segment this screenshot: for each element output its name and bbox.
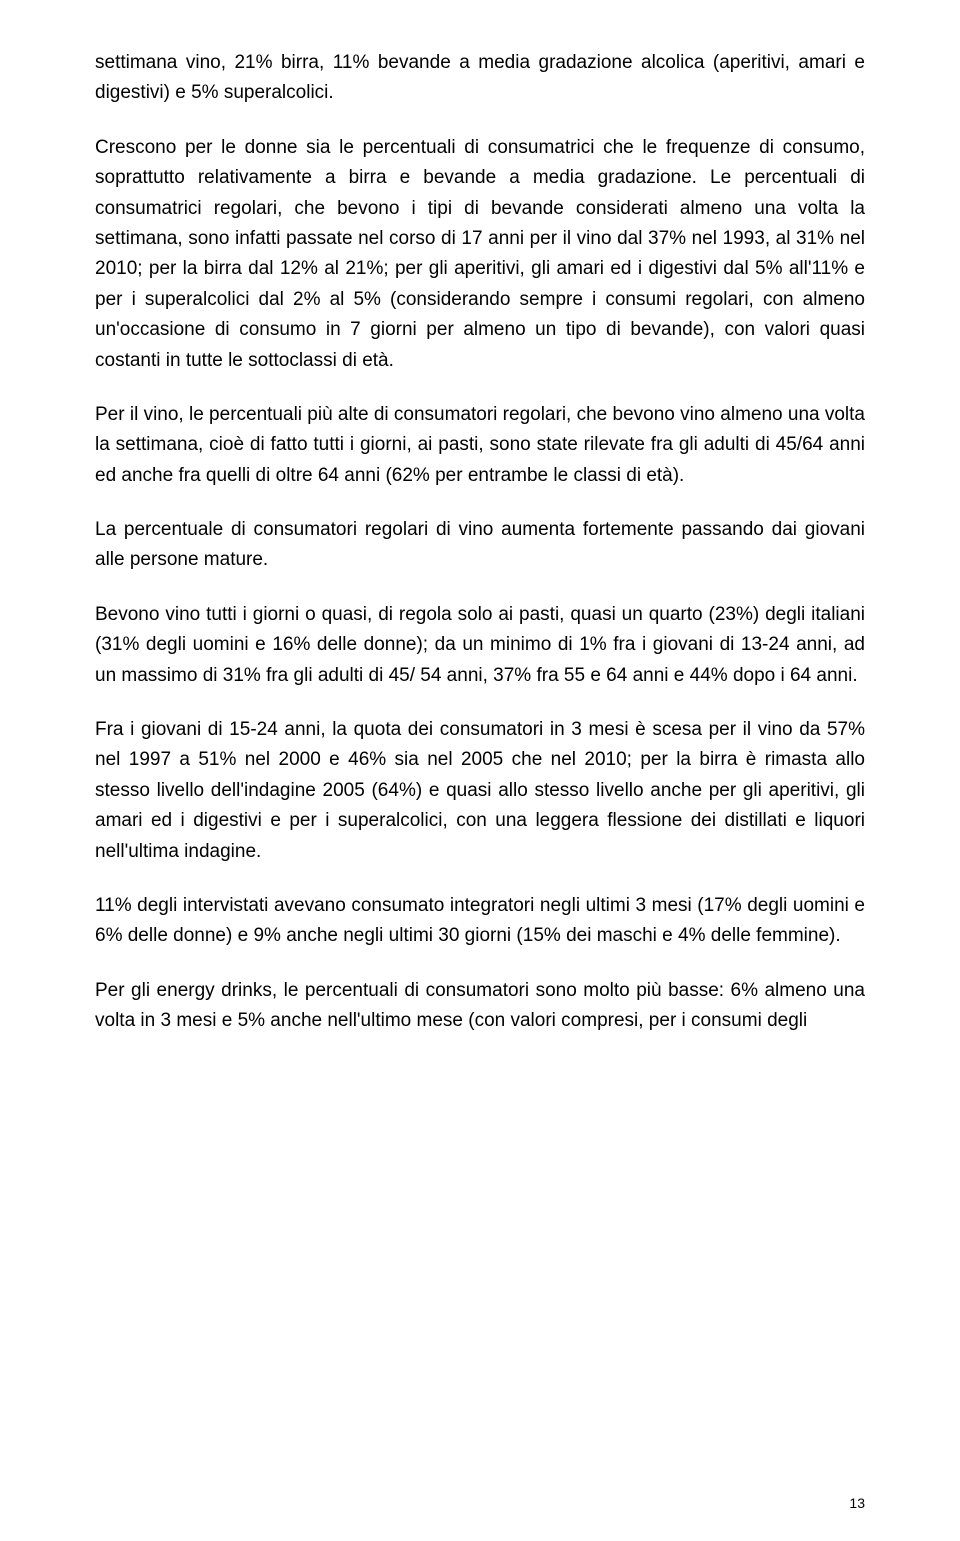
body-paragraph: La percentuale di consumatori regolari d… [95,515,865,576]
body-paragraph: Per il vino, le percentuali più alte di … [95,400,865,491]
body-paragraph: Bevono vino tutti i giorni o quasi, di r… [95,600,865,691]
body-paragraph: Crescono per le donne sia le percentuali… [95,133,865,376]
body-paragraph: 11% degli intervistati avevano consumato… [95,891,865,952]
body-paragraph: Fra i giovani di 15-24 anni, la quota de… [95,715,865,867]
body-paragraph: Per gli energy drinks, le percentuali di… [95,976,865,1037]
document-page: settimana vino, 21% birra, 11% bevande a… [0,0,960,1541]
page-number: 13 [849,1495,865,1511]
body-paragraph: settimana vino, 21% birra, 11% bevande a… [95,48,865,109]
